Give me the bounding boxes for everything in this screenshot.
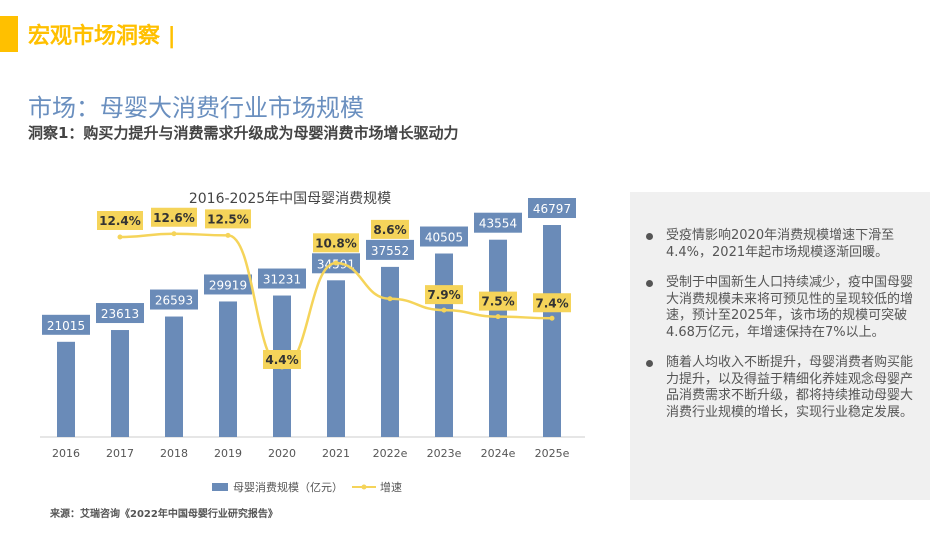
bar-label: 31231	[263, 273, 301, 287]
growth-label-box	[425, 285, 463, 305]
section-title: 宏观市场洞察 |	[28, 24, 176, 49]
legend-bar-label: 母婴消费规模（亿元）	[233, 480, 343, 494]
bar-label-box	[258, 268, 306, 289]
page-title: 市场：母婴大消费行业市场规模	[28, 94, 364, 122]
growth-label: 8.6%	[373, 223, 406, 237]
growth-label-box	[263, 350, 301, 369]
growth-point	[171, 231, 177, 237]
growth-point	[549, 315, 555, 321]
growth-line	[119, 232, 553, 369]
growth-label: 7.4%	[535, 296, 568, 310]
legend-bar-swatch	[212, 483, 228, 491]
growth-label: 10.8%	[315, 236, 357, 250]
bar-label-box	[366, 239, 414, 260]
growth-label-box	[97, 211, 143, 230]
bar-label-box	[420, 226, 468, 247]
bar-label: 37552	[371, 244, 409, 258]
bar-label: 23613	[101, 307, 139, 321]
legend-line-label: 增速	[380, 480, 402, 494]
growth-label-box	[533, 293, 571, 313]
growth-point	[333, 260, 339, 266]
growth-label: 7.9%	[427, 288, 460, 302]
insight-item: 受疫情影响2020年消费规模增速下滑至4.4%，2021年起市场规模逐渐回暖。	[646, 228, 916, 261]
bar	[489, 239, 507, 437]
legend-line-marker	[361, 484, 367, 490]
bar-label-box	[474, 212, 522, 233]
growth-label-box	[205, 209, 251, 229]
bar-label: 26593	[155, 294, 193, 308]
growth-point	[117, 234, 123, 240]
growth-label: 4.4%	[265, 353, 298, 367]
x-tick-label: 2022e	[373, 447, 408, 460]
chart-title: 2016-2025年中国母婴消费规模	[189, 191, 391, 207]
bar-label: 43554	[479, 217, 517, 231]
bar	[165, 316, 183, 437]
bar	[435, 253, 453, 437]
growth-label-box	[479, 291, 517, 311]
bar-label: 21015	[47, 319, 85, 333]
bar-label: 40505	[425, 231, 463, 245]
growth-label: 12.5%	[207, 212, 249, 226]
bar-label-box	[150, 289, 198, 310]
bar	[381, 266, 399, 437]
growth-label: 12.4%	[99, 214, 141, 228]
x-tick-label: 2021	[322, 447, 350, 460]
bar-label-box	[96, 303, 144, 324]
growth-label-box	[151, 207, 197, 227]
growth-label: 12.6%	[153, 211, 195, 225]
growth-label-box	[313, 233, 359, 253]
x-tick-label: 2016	[52, 447, 80, 460]
bar	[219, 301, 237, 437]
x-tick-label: 2025e	[535, 447, 570, 460]
source-note: 来源：艾瑞咨询《2022年中国母婴行业研究报告》	[50, 509, 278, 520]
growth-point	[225, 232, 231, 238]
growth-label-box	[371, 219, 409, 239]
x-tick-label: 2020	[268, 447, 296, 460]
bar	[543, 225, 561, 437]
growth-label: 7.5%	[481, 295, 514, 309]
insight-item: 随着人均收入不断提升，母婴消费者购买能力提升，以及得益于精细化养娃观念母婴产品消…	[646, 355, 916, 421]
growth-point	[441, 307, 447, 313]
x-tick-label: 2018	[160, 447, 188, 460]
insight-item: 受制于中国新生人口持续减少，疫中国母婴大消费规模未来将可预见性的呈现较低的增速，…	[646, 275, 916, 341]
bar	[327, 280, 345, 437]
market-size-chart: 2016-2025年中国母婴消费规模 21015 2016 23613 2017 2659…	[40, 191, 585, 494]
bar-label-box	[42, 314, 90, 335]
bar-label: 46797	[533, 202, 571, 216]
x-tick-label: 2023e	[427, 447, 462, 460]
growth-point	[495, 314, 501, 320]
bar	[57, 341, 75, 437]
x-tick-label: 2024e	[481, 447, 516, 460]
growth-point	[387, 296, 393, 302]
bar-label-box	[204, 274, 252, 295]
page-subtitle: 洞察1：购买力提升与消费需求升级成为母婴消费市场增长驱动力	[28, 124, 459, 142]
insights-panel: 受疫情影响2020年消费规模增速下滑至4.4%，2021年起市场规模逐渐回暖。 …	[630, 192, 930, 500]
bar	[111, 330, 129, 437]
bar-label-box	[528, 198, 576, 219]
x-tick-label: 2019	[214, 447, 242, 460]
x-tick-label: 2017	[106, 447, 134, 460]
section-accent-bar	[0, 16, 18, 52]
bar-label: 29919	[209, 278, 247, 292]
